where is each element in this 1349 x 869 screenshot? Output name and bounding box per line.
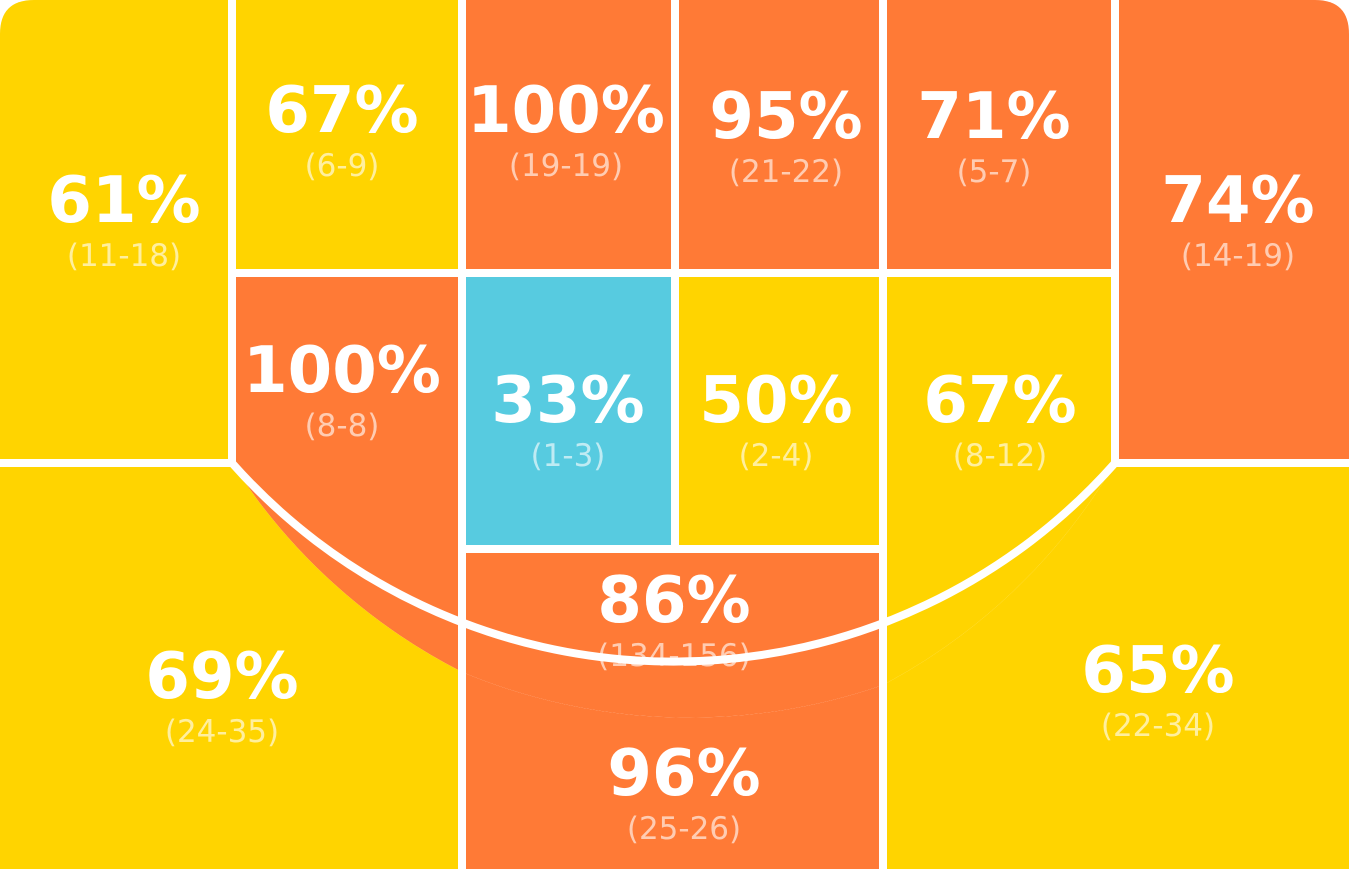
zone-percentage-top-three: 96%: [607, 737, 760, 811]
zone-count-left-block: (19-19): [509, 148, 623, 184]
zone-count-top-three: (25-26): [627, 811, 741, 847]
zone-count-right-paint: (2-4): [739, 438, 814, 474]
zone-count-left-baseline-mid: (6-9): [305, 148, 380, 184]
zone-percentage-left-elbow-mid: 100%: [243, 334, 441, 408]
zone-percentage-right-elbow-mid: 67%: [923, 364, 1076, 438]
zone-count-right-corner: (14-19): [1181, 238, 1295, 274]
zone-count-top-key: (134-156): [597, 638, 751, 674]
zone-percentage-right-paint: 50%: [699, 364, 852, 438]
zone-percentage-left-block: 100%: [467, 74, 665, 148]
zone-count-left-corner: (11-18): [67, 238, 181, 274]
three-point-arc: [229, 460, 1118, 666]
zone-right-paint: [675, 273, 883, 549]
zone-left-baseline-mid: [232, 0, 462, 273]
zone-left-block: [462, 0, 675, 273]
zone-left-elbow-mid: [232, 273, 462, 672]
zone-percentage-right-baseline-mid: 71%: [917, 80, 1070, 154]
zone-percentage-left-wing-three: 69%: [145, 640, 298, 714]
zone-count-right-block: (21-22): [729, 154, 843, 190]
zone-count-left-wing-three: (24-35): [165, 714, 279, 750]
zone-right-corner: [1115, 0, 1349, 463]
zone-top-key: [462, 549, 883, 718]
zone-percentage-left-corner: 61%: [47, 164, 200, 238]
zone-right-wing-three: [883, 463, 1349, 869]
zone-count-right-wing-three: (22-34): [1101, 708, 1215, 744]
zone-count-left-elbow-mid: (8-8): [305, 408, 380, 444]
zone-left-paint: [462, 273, 675, 549]
zone-count-right-baseline-mid: (5-7): [957, 154, 1032, 190]
zone-percentage-right-wing-three: 65%: [1081, 634, 1234, 708]
zone-percentage-left-baseline-mid: 67%: [265, 74, 418, 148]
zone-count-left-paint: (1-3): [531, 438, 606, 474]
zone-left-corner: [0, 0, 232, 463]
zone-right-baseline-mid: [883, 0, 1115, 273]
zone-percentage-right-block: 95%: [709, 80, 862, 154]
zone-top-three: [462, 672, 883, 869]
zone-percentage-right-corner: 74%: [1161, 164, 1314, 238]
zone-percentage-left-paint: 33%: [491, 364, 644, 438]
zone-right-block: [675, 0, 883, 273]
zone-right-elbow-mid: [883, 273, 1115, 685]
zone-left-wing-three: [0, 463, 462, 869]
zone-percentage-top-key: 86%: [597, 564, 750, 638]
zone-count-right-elbow-mid: (8-12): [953, 438, 1048, 474]
